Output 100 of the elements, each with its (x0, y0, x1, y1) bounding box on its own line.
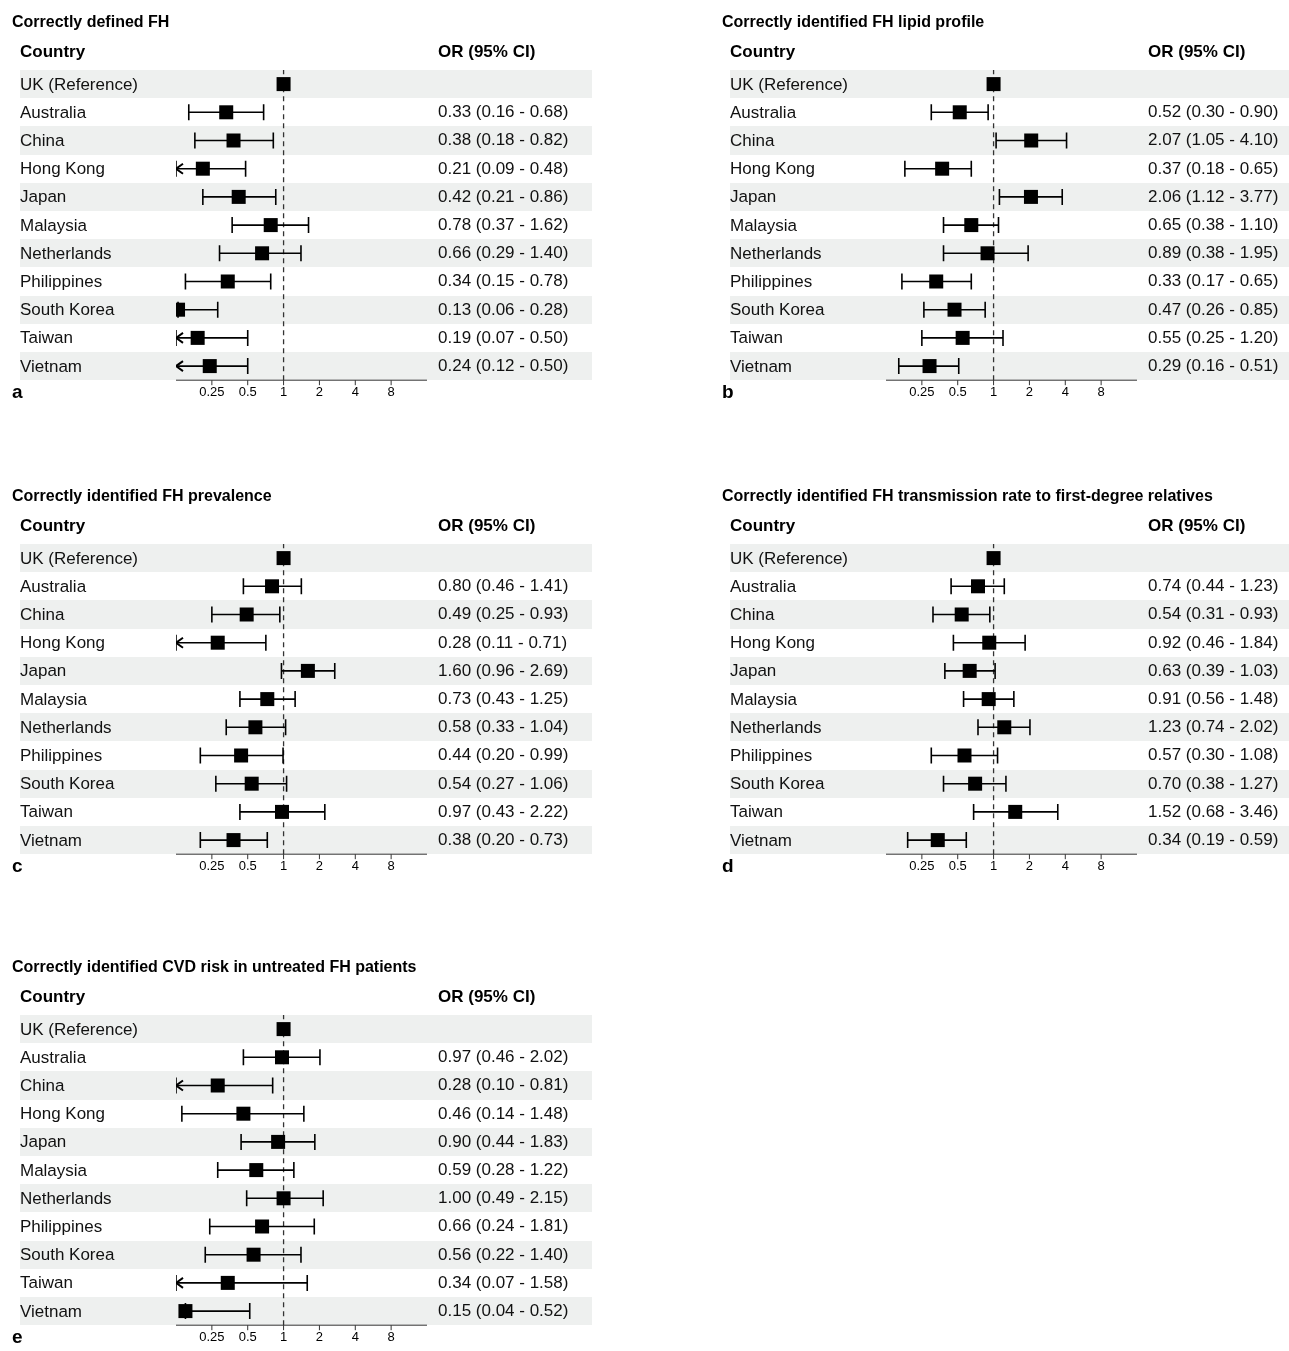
data-label: 0.29 (0.16 - 0.51) (1148, 355, 1279, 377)
data-label: 0.34 (0.15 - 0.78) (438, 270, 569, 293)
y-tick-label: Philippines (730, 745, 813, 765)
x-tick-label: 2 (1025, 384, 1034, 400)
y-tick-label: Australia (20, 102, 87, 122)
x-tick-label: 2 (1025, 858, 1034, 874)
y-tick-label: UK (Reference) (730, 74, 849, 94)
y-tick-label: Taiwan (730, 328, 783, 348)
data-label: 0.91 (0.56 - 1.48) (1148, 688, 1279, 710)
y-tick-label: Vietnam (20, 356, 83, 376)
data-label: 0.21 (0.09 - 0.48) (438, 157, 569, 180)
x-tick-label: 8 (387, 858, 395, 874)
data-label: 0.90 (0.44 - 1.83) (438, 1130, 569, 1153)
x-tick-label: 1 (279, 858, 288, 874)
point (971, 579, 985, 594)
data-label: 0.97 (0.46 - 2.02) (438, 1046, 569, 1069)
data-label: 0.42 (0.21 - 0.86) (438, 185, 569, 208)
y-tick-label: China (20, 131, 65, 150)
y-tick-label: Hong Kong (20, 633, 106, 653)
y-tick-label: Taiwan (20, 1273, 73, 1293)
data-label: 0.78 (0.37 - 1.62) (438, 214, 569, 236)
y-tick-label: South Korea (730, 774, 825, 794)
data-label: 0.34 (0.19 - 0.59) (1148, 829, 1279, 851)
text: Country (20, 987, 86, 1007)
x-tick-label: 0.25 (909, 384, 935, 400)
y-tick-label: Australia (20, 1047, 87, 1067)
y-tick-label: Philippines (20, 1216, 103, 1236)
data-label: 0.58 (0.33 - 1.04) (438, 716, 569, 739)
x-tick-label: 2 (315, 858, 324, 874)
y-tick-label: UK (Reference) (730, 548, 849, 568)
x-tick-label: 4 (351, 1329, 359, 1345)
text: Country (730, 42, 796, 62)
y-tick-label: Netherlands (20, 1188, 112, 1208)
text: Country (20, 42, 86, 62)
data-label: 0.59 (0.28 - 1.22) (438, 1159, 569, 1181)
x-tick-label: 0.5 (238, 858, 257, 874)
chart-title: Correctly identified CVD risk in untreated FH patients (12, 958, 417, 976)
y-tick-label: China (730, 605, 775, 624)
data-label: 0.54 (0.31 - 0.93) (1148, 603, 1279, 626)
data-label: 0.44 (0.20 - 0.99) (438, 744, 569, 767)
y-tick-label: Vietnam (730, 830, 793, 850)
y-tick-label: Taiwan (20, 802, 73, 822)
data-label: 0.15 (0.04 - 0.52) (438, 1300, 569, 1322)
y-tick-label: Japan (730, 661, 777, 681)
text: c (12, 855, 23, 877)
y-tick-label: Vietnam (20, 830, 83, 850)
data-label: 2.07 (1.05 - 4.10) (1148, 129, 1279, 152)
data-label: 1.52 (0.68 - 3.46) (1148, 800, 1279, 823)
y-tick-label: Taiwan (20, 328, 73, 348)
chart-title: Correctly identified FH lipid profile (722, 13, 985, 31)
text: Country (20, 516, 86, 536)
y-tick-label: Japan (20, 661, 67, 681)
y-tick-label: Netherlands (730, 243, 822, 263)
y-tick-label: Australia (730, 576, 797, 596)
text: a (12, 381, 23, 403)
text: e (12, 1326, 23, 1348)
data-label: 0.13 (0.06 - 0.28) (438, 298, 569, 321)
point (968, 776, 983, 791)
data-label: 0.89 (0.38 - 1.95) (1148, 242, 1279, 265)
data-label: 0.37 (0.18 - 0.65) (1148, 157, 1279, 180)
point (962, 663, 977, 678)
data-label: 0.74 (0.44 - 1.23) (1148, 575, 1279, 598)
y-tick-label: China (20, 1076, 65, 1095)
point (982, 635, 997, 650)
data-label: 0.65 (0.38 - 1.10) (1148, 214, 1279, 236)
x-tick-label: 8 (387, 384, 395, 400)
data-label: 0.54 (0.27 - 1.06) (438, 772, 569, 795)
y-tick-label: Australia (20, 576, 87, 596)
data-label: 0.24 (0.12 - 0.50) (438, 355, 569, 377)
y-tick-label: Vietnam (20, 1301, 83, 1321)
data-label: 1.00 (0.49 - 2.15) (438, 1187, 569, 1210)
data-label: 0.19 (0.07 - 0.50) (438, 326, 569, 349)
y-tick-label: Philippines (730, 271, 813, 291)
x-tick-label: 8 (1097, 384, 1105, 400)
data-label: 0.33 (0.17 - 0.65) (1148, 270, 1279, 293)
y-tick-label: South Korea (20, 774, 115, 794)
y-tick-label: Taiwan (730, 802, 783, 822)
y-tick-label: Japan (20, 187, 67, 207)
text: Country (730, 516, 796, 536)
x-tick-label: 1 (989, 858, 998, 874)
text: OR (95% CI) (438, 516, 536, 536)
x-tick-label: 1 (279, 1329, 288, 1345)
text: OR (95% CI) (1148, 516, 1246, 536)
y-tick-label: Japan (20, 1132, 67, 1152)
y-tick-label: UK (Reference) (20, 548, 139, 568)
y-tick-label: South Korea (730, 300, 825, 320)
chart-title: Correctly defined FH (12, 13, 170, 31)
data-label: 0.66 (0.24 - 1.81) (438, 1215, 569, 1238)
data-label: 0.33 (0.16 - 0.68) (438, 101, 569, 124)
y-tick-label: Philippines (20, 745, 103, 765)
x-tick-label: 4 (1061, 384, 1069, 400)
y-tick-label: South Korea (20, 1245, 115, 1265)
data-label: 0.34 (0.07 - 1.58) (438, 1271, 569, 1294)
x-tick-label: 1 (279, 384, 288, 400)
point (957, 748, 972, 763)
y-tick-label: Netherlands (20, 243, 112, 263)
point (986, 551, 1001, 566)
x-tick-label: 8 (1097, 858, 1105, 874)
y-tick-label: Malaysia (730, 215, 798, 235)
y-tick-label: Hong Kong (730, 159, 816, 179)
